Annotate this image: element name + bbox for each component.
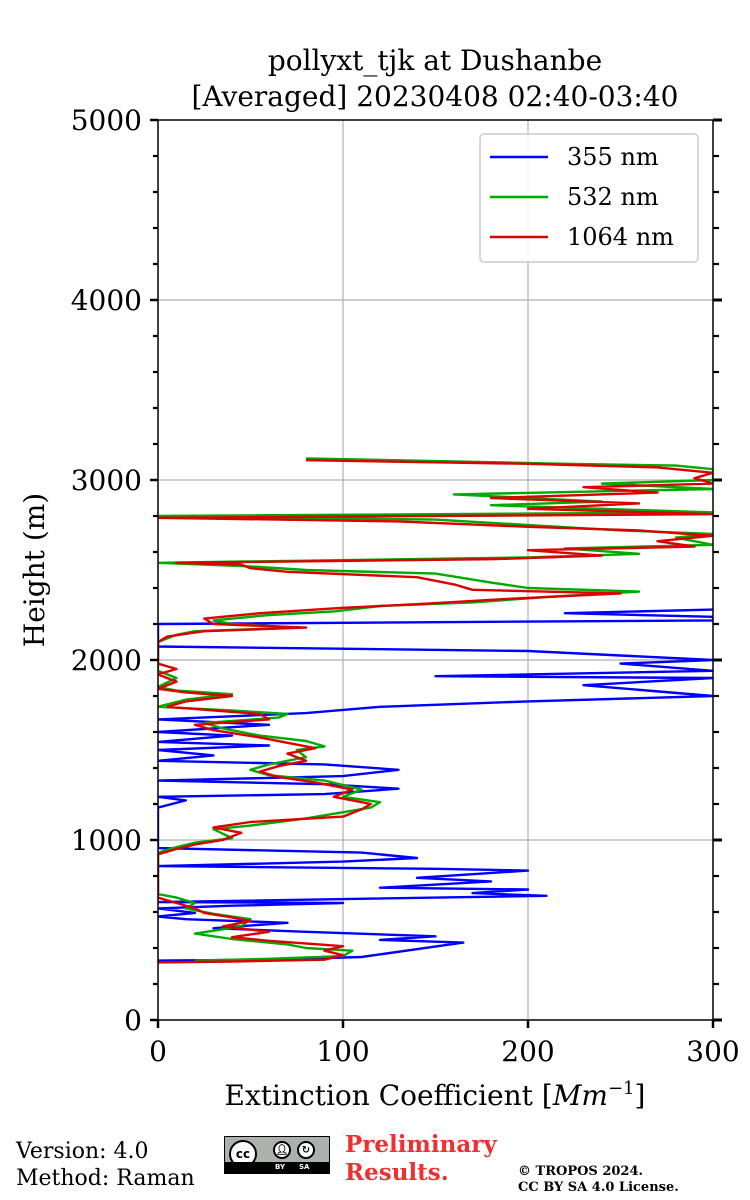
y-axis-label: Height (m) <box>18 493 51 647</box>
y-tick-label-1: 1000 <box>71 824 142 857</box>
by-label: BY <box>275 1163 286 1171</box>
version-text: Version: 4.0 <box>16 1139 149 1164</box>
plot-frame <box>157 119 714 1021</box>
cc-license-badge: cc 👤︎ ↻ BY SA <box>224 1136 330 1174</box>
legend-label-355: 355 nm <box>567 143 659 171</box>
by-icon: 👤︎ <box>273 1141 291 1159</box>
extinction-profile-chart: pollyxt_tjk at Dushanbe [Averaged] 20230… <box>18 44 740 1112</box>
x-axis-label: Extinction Coefficient [Mm−1] <box>225 1078 646 1112</box>
x-tick-label-0: 0 <box>149 1035 167 1068</box>
data-series <box>158 457 713 964</box>
method-text: Method: Raman <box>16 1166 195 1191</box>
chart-title-line1: pollyxt_tjk at Dushanbe <box>268 44 602 77</box>
cc-icon: cc <box>229 1140 257 1168</box>
y-tick-label-0: 0 <box>124 1004 142 1037</box>
series-line-1064-nm <box>158 459 713 964</box>
x-tick-label-2: 200 <box>501 1035 554 1068</box>
y-tick-label-4: 4000 <box>71 284 142 317</box>
legend-box <box>479 133 699 263</box>
cc-badge-bar <box>225 1162 329 1173</box>
series-line-355-nm <box>158 608 713 962</box>
y-tick-label-5: 5000 <box>71 104 142 137</box>
legend: 355 nm 532 nm 1064 nm <box>479 133 699 263</box>
legend-label-532: 532 nm <box>567 183 659 211</box>
y-tick-label-3: 3000 <box>71 464 142 497</box>
chart-title-line2: [Averaged] 20230408 02:40-03:40 <box>192 80 679 113</box>
y-tick-label-2: 2000 <box>71 644 142 677</box>
legend-label-1064: 1064 nm <box>567 223 674 251</box>
sa-icon: ↻ <box>297 1141 315 1159</box>
preliminary-line1: Preliminary <box>345 1131 497 1158</box>
preliminary-line2: Results. <box>345 1159 449 1186</box>
sa-label: SA <box>299 1163 310 1171</box>
x-tick-label-1: 100 <box>316 1035 369 1068</box>
preliminary-notice: Preliminary Results. <box>345 1131 497 1187</box>
copyright-line2: CC BY SA 4.0 License. <box>518 1180 679 1195</box>
footer-info: Version: 4.0 Method: Raman <box>16 1138 195 1192</box>
copyright-line1: © TROPOS 2024. <box>518 1164 644 1179</box>
grid-lines <box>158 120 713 1020</box>
copyright-notice: © TROPOS 2024. CC BY SA 4.0 License. <box>518 1164 679 1196</box>
x-tick-label-3: 300 <box>686 1035 739 1068</box>
